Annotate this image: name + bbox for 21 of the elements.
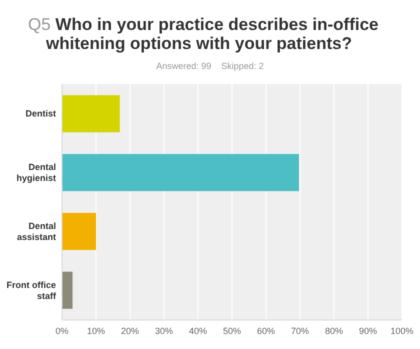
y-tick-label: Dental assistant xyxy=(16,220,56,242)
x-tick-label: 0% xyxy=(55,326,69,336)
x-tick-label: 30% xyxy=(154,326,174,336)
bar xyxy=(62,95,120,132)
x-tick-label: 70% xyxy=(290,326,310,336)
x-tick-label: 100% xyxy=(390,326,414,336)
x-tick-label: 60% xyxy=(256,326,276,336)
x-tick-label: 40% xyxy=(188,326,208,336)
bar xyxy=(62,212,96,250)
x-tick-label: 50% xyxy=(222,326,242,336)
y-tick-label: Dental hygienist xyxy=(16,162,56,184)
x-tick-label: 90% xyxy=(358,326,378,336)
chart-subtitle: Answered: 99 Skipped: 2 xyxy=(156,61,264,71)
x-tick-label: 20% xyxy=(120,326,140,336)
y-tick-label: Front office staff xyxy=(6,280,57,301)
bar xyxy=(62,272,73,309)
x-tick-label: 10% xyxy=(86,326,106,336)
x-tick-label: 80% xyxy=(324,326,344,336)
chart-title: Q5 Who in your practice describes in-office whitening options with your patients? xyxy=(28,15,378,53)
bar xyxy=(62,154,299,192)
y-tick-label: Dentist xyxy=(25,108,56,119)
